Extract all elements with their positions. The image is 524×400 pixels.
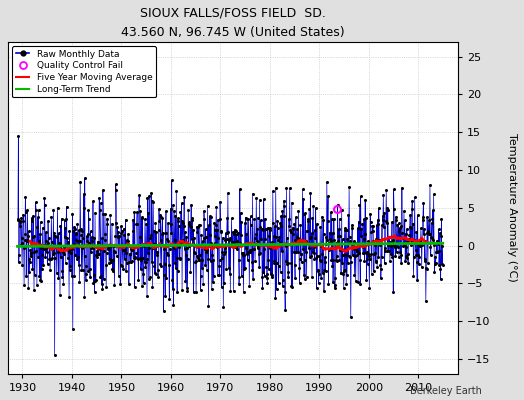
Title: SIOUX FALLS/FOSS FIELD  SD.
43.560 N, 96.745 W (United States): SIOUX FALLS/FOSS FIELD SD. 43.560 N, 96.… — [121, 7, 345, 39]
Y-axis label: Temperature Anomaly (°C): Temperature Anomaly (°C) — [507, 133, 517, 282]
Legend: Raw Monthly Data, Quality Control Fail, Five Year Moving Average, Long-Term Tren: Raw Monthly Data, Quality Control Fail, … — [12, 46, 156, 97]
Text: Berkeley Earth: Berkeley Earth — [410, 386, 482, 396]
